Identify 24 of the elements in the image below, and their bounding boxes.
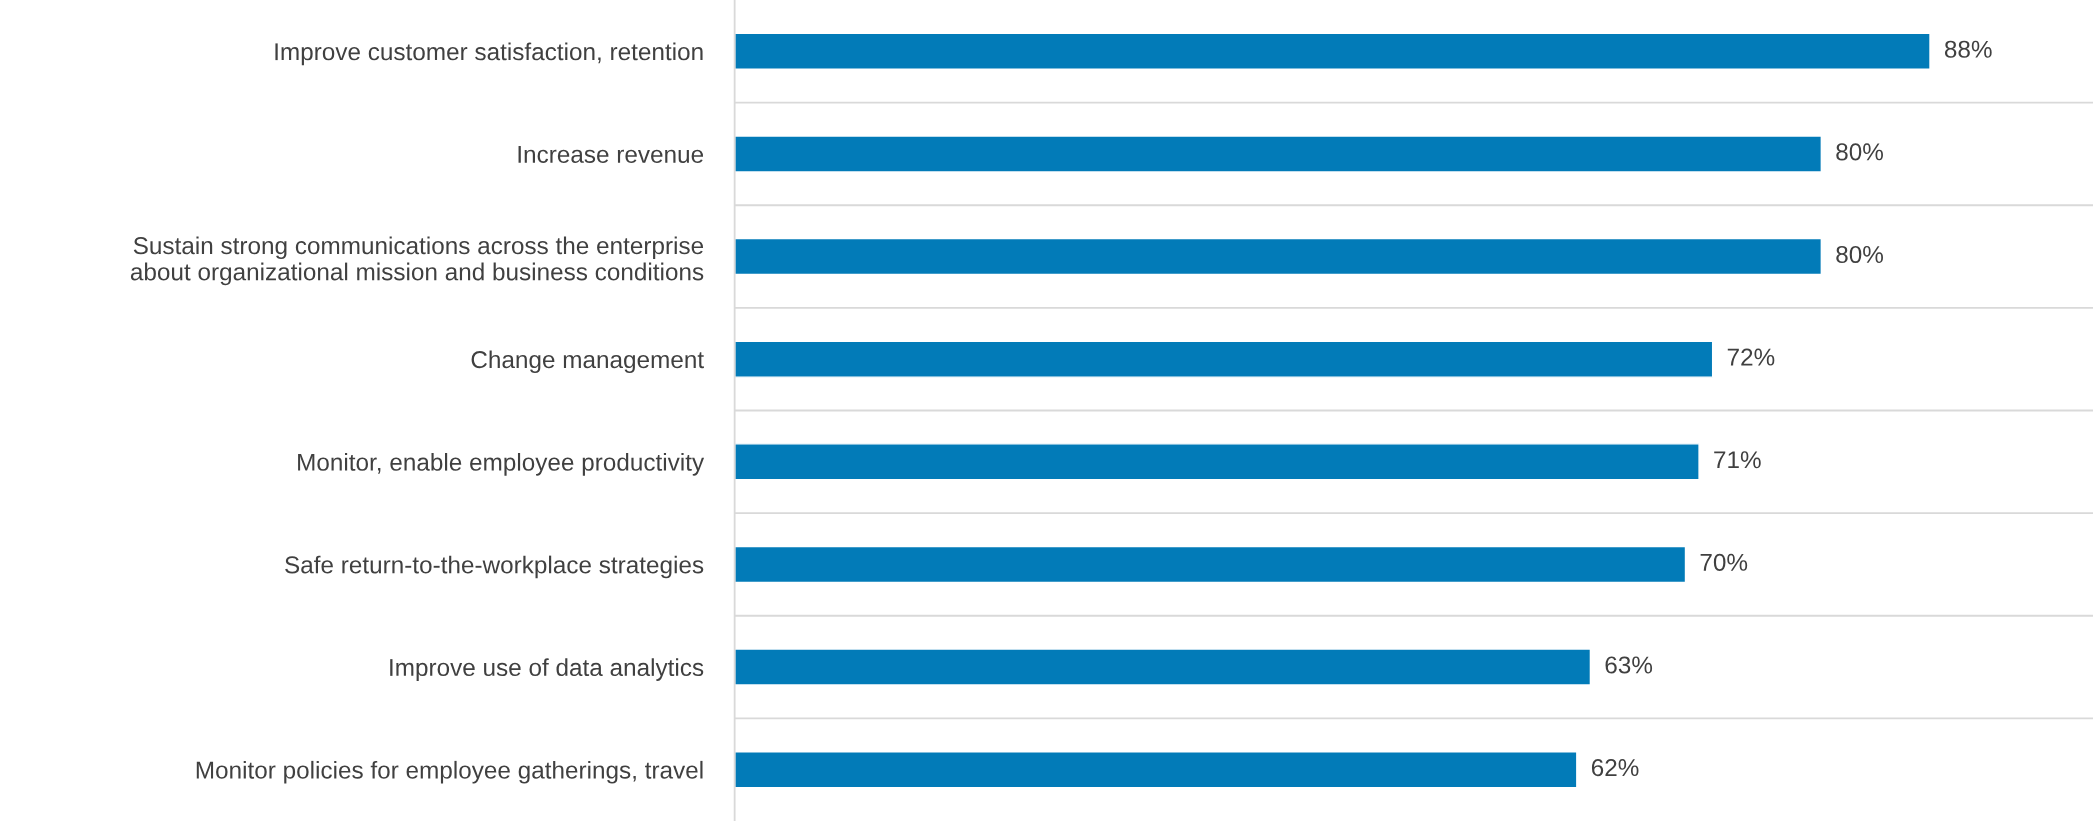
y-tick-label: Increase revenue [518, 146, 704, 163]
bar [734, 237, 1823, 276]
bar [734, 135, 1823, 173]
bar [734, 545, 1687, 584]
y-tick-label: Monitor policies for employee gatherings, travel [196, 760, 703, 784]
data-label: 71% [1714, 451, 1761, 469]
y-tick-label: Improve customer satisfaction, retention [275, 42, 703, 66]
bar [734, 751, 1578, 789]
y-tick-label: Sustain strong communications across the enterprise about organizational mission and business conditions [130, 236, 704, 286]
y-tick-label: Change management [471, 350, 704, 374]
bar [734, 648, 1592, 686]
data-label: 80% [1836, 143, 1883, 161]
data-label: 72% [1727, 348, 1775, 366]
y-tick-label: Improve use of data analytics [390, 658, 704, 681]
data-label: 80% [1836, 245, 1883, 264]
bar [734, 443, 1700, 481]
y-tick-label: Monitor, enable employee productivity [298, 453, 705, 476]
y-tick-label: Safe return-to-the-workplace strategies [285, 555, 704, 579]
bar [734, 32, 1931, 70]
bar [734, 340, 1714, 378]
data-label: 62% [1591, 759, 1639, 777]
data-label: 70% [1700, 553, 1748, 571]
data-label: 88% [1944, 40, 1992, 58]
data-label: 63% [1605, 656, 1653, 674]
